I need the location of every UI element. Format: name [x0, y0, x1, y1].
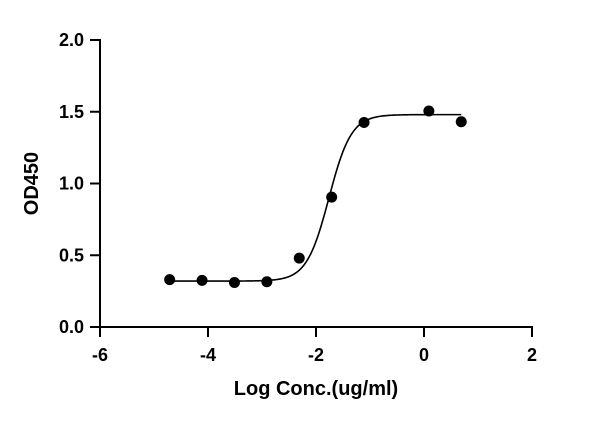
- x-tick-label: -6: [92, 345, 108, 365]
- x-tick-label: -2: [308, 345, 324, 365]
- x-axis-title: Log Conc.(ug/ml): [234, 378, 398, 400]
- data-point: [228, 277, 240, 289]
- x-tick-label: -4: [200, 345, 216, 365]
- y-axis-title: OD450: [21, 152, 43, 215]
- x-ticks: -6 -4 -2 0 2: [92, 327, 537, 365]
- data-point: [261, 276, 273, 288]
- fit-curve: [169, 113, 462, 282]
- y-tick-label: 0.0: [59, 317, 84, 337]
- y-tick-label: 1.0: [59, 174, 84, 194]
- y-tick-label: 0.5: [59, 245, 84, 265]
- y-ticks: 0.0 0.5 1.0 1.5 2.0: [59, 30, 100, 337]
- data-point: [326, 191, 338, 203]
- data-point: [423, 105, 435, 117]
- data-point: [196, 274, 208, 286]
- data-point: [164, 274, 176, 286]
- y-tick-label: 1.5: [59, 102, 84, 122]
- y-tick-label: 2.0: [59, 30, 84, 50]
- axes: [99, 39, 533, 328]
- data-point: [358, 117, 370, 129]
- data-point: [293, 252, 305, 264]
- data-point: [455, 116, 467, 128]
- data-points: [164, 105, 467, 289]
- x-tick-label: 0: [419, 345, 429, 365]
- x-tick-label: 2: [527, 345, 537, 365]
